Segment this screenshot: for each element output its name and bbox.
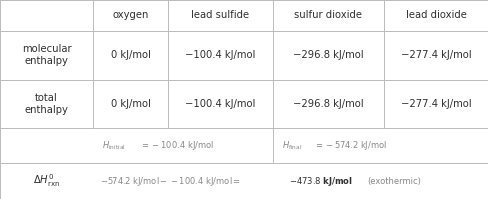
Text: $= -574.2\ \mathrm{kJ/mol}$: $= -574.2\ \mathrm{kJ/mol}$ xyxy=(313,139,386,152)
Text: −277.4 kJ/mol: −277.4 kJ/mol xyxy=(400,99,471,109)
Text: −296.8 kJ/mol: −296.8 kJ/mol xyxy=(293,50,363,60)
Text: total
enthalpy: total enthalpy xyxy=(24,93,68,115)
Text: −100.4 kJ/mol: −100.4 kJ/mol xyxy=(185,99,255,109)
Text: $-473.8\ \mathbf{kJ/mol}$: $-473.8\ \mathbf{kJ/mol}$ xyxy=(288,175,352,188)
Text: $H_\mathrm{initial}$: $H_\mathrm{initial}$ xyxy=(102,139,125,152)
Text: −277.4 kJ/mol: −277.4 kJ/mol xyxy=(400,50,471,60)
Text: (exothermic): (exothermic) xyxy=(366,177,420,186)
Text: −100.4 kJ/mol: −100.4 kJ/mol xyxy=(185,50,255,60)
Text: lead sulfide: lead sulfide xyxy=(191,10,249,20)
Text: lead dioxide: lead dioxide xyxy=(405,10,466,20)
Text: 0 kJ/mol: 0 kJ/mol xyxy=(110,99,150,109)
Text: $-574.2\ \mathrm{kJ/mol} - -100.4\ \mathrm{kJ/mol} = $: $-574.2\ \mathrm{kJ/mol} - -100.4\ \math… xyxy=(100,175,241,188)
Text: −296.8 kJ/mol: −296.8 kJ/mol xyxy=(293,99,363,109)
Text: molecular
enthalpy: molecular enthalpy xyxy=(21,44,71,66)
Text: $\Delta H^0_\mathrm{rxn}$: $\Delta H^0_\mathrm{rxn}$ xyxy=(33,173,60,189)
Text: $= -100.4\ \mathrm{kJ/mol}$: $= -100.4\ \mathrm{kJ/mol}$ xyxy=(140,139,214,152)
Text: $H_\mathrm{final}$: $H_\mathrm{final}$ xyxy=(281,139,302,152)
Text: 0 kJ/mol: 0 kJ/mol xyxy=(110,50,150,60)
Text: sulfur dioxide: sulfur dioxide xyxy=(294,10,362,20)
Text: oxygen: oxygen xyxy=(112,10,148,20)
